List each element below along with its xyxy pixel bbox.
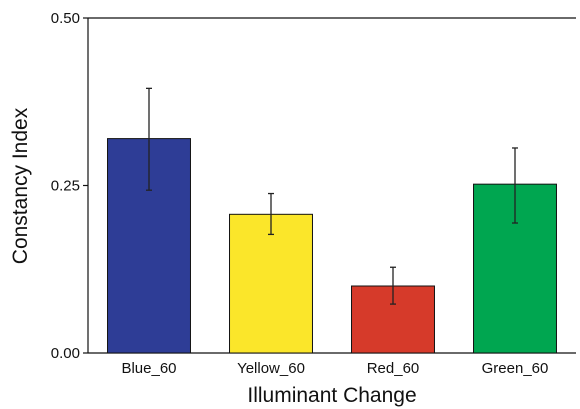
x-tick-label: Blue_60: [121, 360, 176, 377]
y-tick-label: 0.25: [51, 178, 80, 195]
bars-group: [107, 87, 557, 354]
x-axis-ticks: Blue_60 Yellow_60 Red_60 Green_60: [121, 360, 548, 377]
y-tick-label: 0.50: [51, 10, 80, 27]
bar: [229, 213, 313, 354]
y-tick-label: 0.00: [51, 345, 80, 362]
x-tick-label: Green_60: [482, 360, 549, 377]
x-axis-title: Illuminant Change: [247, 384, 416, 407]
y-axis-title: Constancy Index: [9, 107, 32, 264]
x-tick-label: Red_60: [367, 360, 420, 377]
x-tick-label: Yellow_60: [237, 360, 305, 377]
y-axis-ticks: 0.00 0.25 0.50: [51, 10, 88, 362]
